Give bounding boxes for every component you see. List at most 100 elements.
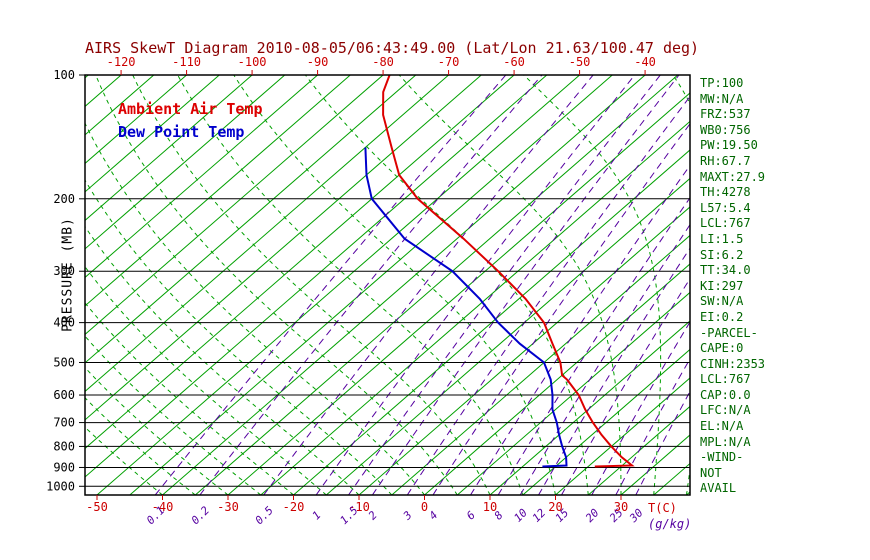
isotherm-line: [522, 348, 690, 495]
isotherm-line: [162, 75, 646, 495]
mixing-ratio-axis-label: (g/kg): [648, 517, 692, 531]
chart-title: AIRS SkewT Diagram 2010-08-05/06:43:49.0…: [85, 39, 700, 57]
mixing-ratio-line: [497, 196, 690, 495]
mixing-ratio-label: 2: [366, 508, 380, 522]
moist-adiabat-line: [305, 75, 589, 495]
bottom-temp-label: 30: [614, 500, 628, 514]
top-temp-label: -120: [107, 55, 136, 69]
mixing-ratio-label: 0.5: [253, 504, 276, 527]
index-item: FRZ:537: [700, 107, 751, 122]
index-item: SI:6.2: [700, 247, 744, 262]
index-item: RH:67.7: [700, 153, 751, 168]
mixing-ratio-label: 4: [427, 509, 441, 523]
top-temp-label: -50: [569, 55, 591, 69]
mixing-ratio-label: 20: [583, 506, 602, 525]
pressure-tick-label: 100: [53, 68, 75, 82]
mixing-ratio-line: [406, 95, 690, 495]
pressure-tick-label: 700: [53, 416, 75, 430]
pressure-tick-label: 600: [53, 388, 75, 402]
isotherm-line: [85, 75, 318, 279]
index-item: L57:5.4: [700, 200, 751, 215]
top-temp-label: -110: [172, 55, 201, 69]
bottom-temp-label: -10: [348, 500, 370, 514]
bottom-temp-label: 10: [483, 500, 497, 514]
mixing-ratio-label: 10: [511, 506, 530, 525]
isotherm-line: [391, 234, 690, 495]
pressure-tick-label: 200: [53, 192, 75, 206]
top-temp-label: -70: [438, 55, 460, 69]
mixing-ratio-line: [199, 75, 543, 495]
index-item: TP:100: [700, 76, 744, 90]
pressure-tick-label: 1000: [46, 479, 75, 493]
mixing-ratio-label: 30: [626, 506, 646, 526]
bottom-temp-label: 20: [548, 500, 562, 514]
top-temp-label: -90: [307, 55, 329, 69]
moist-adiabat-line: [85, 225, 360, 495]
index-item: CAP:0.0: [700, 387, 751, 402]
index-item: MW:N/A: [700, 91, 744, 106]
pressure-tick-label: 500: [53, 355, 75, 369]
pressure-tick-label: 800: [53, 439, 75, 453]
dewpoint-curve-label: Dew Point Temp: [118, 123, 245, 141]
dewpoint-profile-line: [364, 147, 568, 468]
isotherm-line: [194, 75, 679, 495]
mixing-ratio-line: [263, 75, 594, 495]
isotherm-line: [227, 92, 690, 495]
index-item: LCL:767: [700, 372, 751, 387]
isotherm-line: [85, 75, 187, 165]
isotherm-line: [587, 405, 690, 495]
index-item: -PARCEL-: [700, 325, 758, 340]
isotherm-line: [85, 75, 286, 250]
moist-adiabat-line: [233, 75, 556, 495]
moist-adiabat-line: [85, 122, 425, 495]
index-item: KI:297: [700, 278, 744, 293]
isotherm-line: [85, 75, 449, 393]
index-item: EL:N/A: [700, 419, 744, 434]
index-item: TH:4278: [700, 185, 751, 200]
pressure-axis-label: PRESSURE (MB): [60, 217, 76, 332]
index-item: -WIND-: [700, 450, 744, 465]
index-item: LI:1.5: [700, 231, 744, 246]
isotherm-line: [85, 75, 351, 307]
bottom-temp-label: -30: [217, 500, 239, 514]
isotherm-line: [489, 320, 690, 495]
mixing-ratio-line: [432, 122, 690, 495]
index-item: LCL:767: [700, 216, 751, 231]
index-item: WB0:756: [700, 122, 751, 137]
mixing-ratio-label: 3: [400, 509, 415, 524]
index-item: LFC:N/A: [700, 403, 751, 418]
moist-adiabat-line: [85, 179, 393, 495]
isotherm-line: [456, 291, 690, 495]
temp-axis-label: T(C): [648, 501, 677, 515]
mixing-ratio-line: [615, 357, 690, 495]
isotherm-line: [358, 206, 690, 495]
top-temp-label: -80: [372, 55, 394, 69]
index-item: NOT: [700, 465, 722, 480]
index-item: CAPE:0: [700, 341, 744, 356]
bottom-temp-label: -20: [283, 500, 305, 514]
index-item: CINH:2353: [700, 356, 766, 371]
top-temp-label: -40: [634, 55, 656, 69]
pressure-tick-label: 300: [53, 264, 75, 278]
index-item: EI:0.2: [700, 309, 744, 324]
mixing-ratio-line: [538, 247, 690, 495]
plot-border: [84, 74, 691, 496]
bottom-temp-label: -40: [152, 500, 174, 514]
mixing-ratio-label: 0.2: [189, 504, 213, 528]
sounding-indices-panel: TP:100 MW:N/A FRZ:537 WB0:756 PW:19.50 RH:67.…: [700, 76, 870, 497]
mixing-ratio-line: [591, 320, 690, 495]
moist-adiabat-line: [523, 75, 662, 495]
isotherm-line: [129, 75, 613, 495]
bottom-temp-label: -50: [86, 500, 108, 514]
mixing-ratio-label: 1: [310, 509, 324, 523]
isotherm-line: [85, 75, 515, 450]
isotherm-line: [96, 75, 580, 495]
top-temp-label: -100: [238, 55, 267, 69]
mixing-ratio-label: 8: [492, 508, 506, 522]
index-item: PW:19.50: [700, 138, 758, 153]
isotherm-line: [85, 75, 220, 193]
mixing-ratio-line: [519, 223, 690, 495]
pressure-tick-label: 900: [53, 460, 75, 474]
isotherm-line: [260, 120, 690, 495]
mixing-ratio-line: [154, 75, 507, 495]
